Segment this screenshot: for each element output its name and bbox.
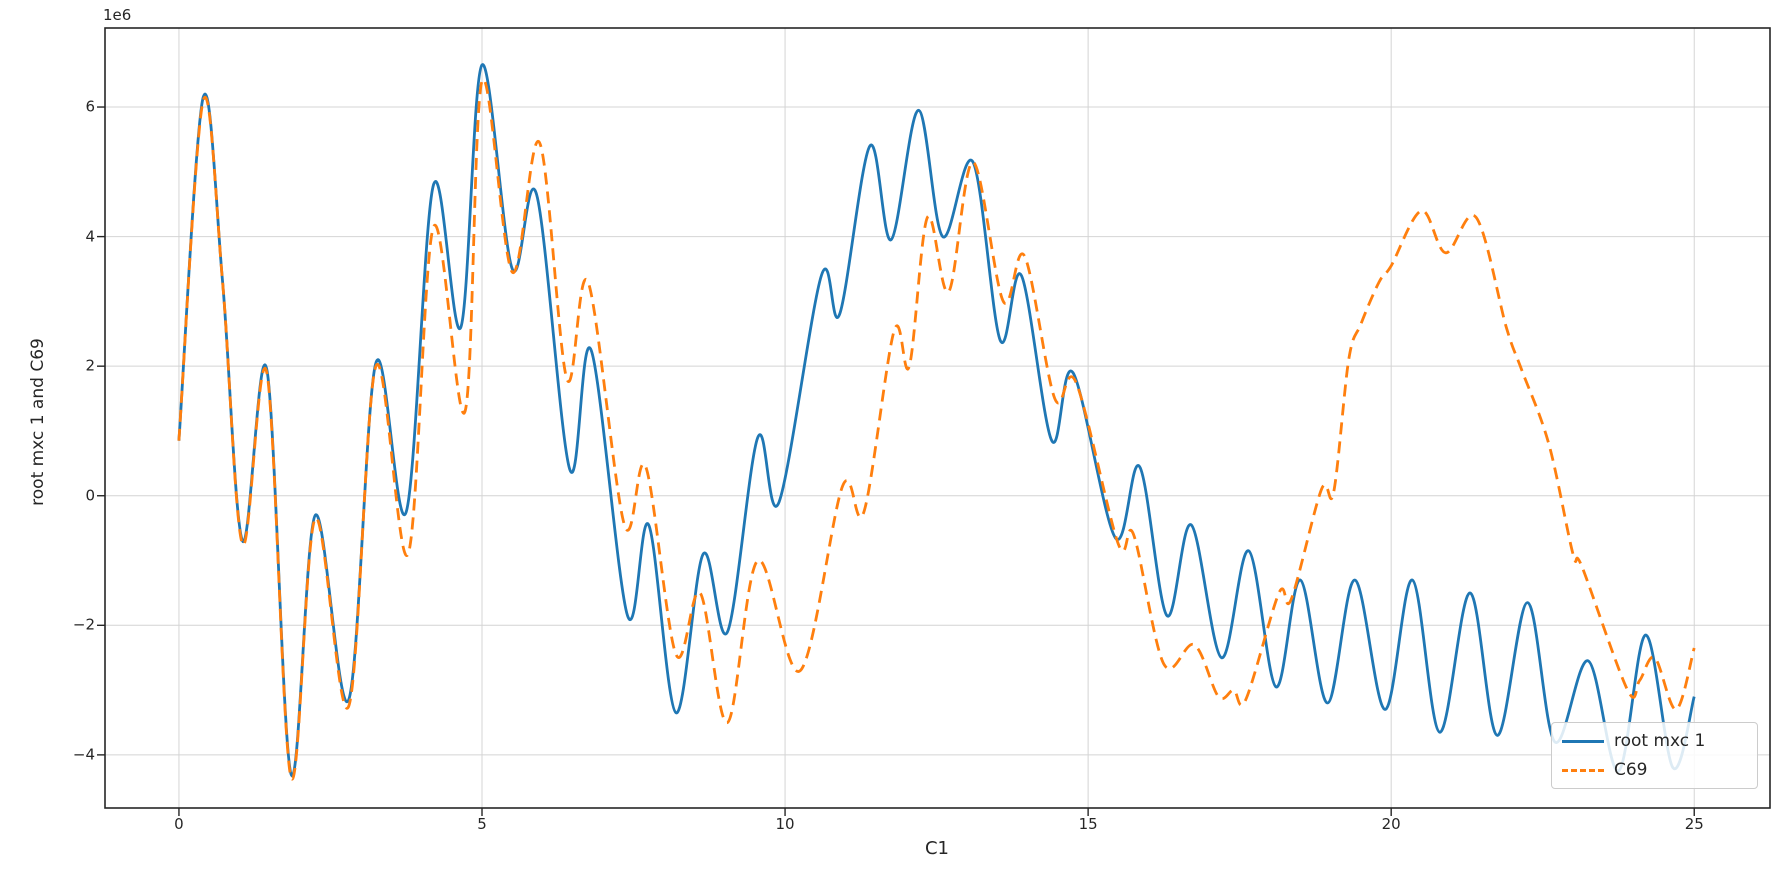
axes-spines xyxy=(104,27,1771,809)
y-axis-label: root mxc 1 and C69 xyxy=(28,338,48,506)
x-tick-label: 5 xyxy=(477,815,487,833)
y-tick-label: 2 xyxy=(85,356,95,375)
legend-label: C69 xyxy=(1614,760,1648,780)
y-axis-offset-label: 1e6 xyxy=(103,6,132,24)
legend-entry-root-mxc-1: root mxc 1 xyxy=(1562,731,1747,751)
legend-line-sample-dashed xyxy=(1562,768,1604,772)
x-tick-label: 15 xyxy=(1078,815,1098,833)
y-tick-label: −4 xyxy=(72,745,95,764)
x-axis-label: C1 xyxy=(924,838,950,859)
y-tick-label: 6 xyxy=(85,97,95,116)
x-tick-label: 25 xyxy=(1684,815,1704,833)
y-tick-label: 4 xyxy=(85,227,95,246)
legend-entry-c69: C69 xyxy=(1562,760,1747,780)
x-tick-label: 0 xyxy=(174,815,184,833)
x-tick-label: 20 xyxy=(1381,815,1401,833)
series-line-c69 xyxy=(177,77,1696,781)
series-line-root-mxc-1 xyxy=(177,63,1696,778)
legend-label: root mxc 1 xyxy=(1614,731,1706,751)
legend-line-sample-solid xyxy=(1562,739,1604,743)
x-tick-label: 10 xyxy=(775,815,795,833)
legend: root mxc 1 C69 xyxy=(1551,722,1758,789)
y-tick-label: 0 xyxy=(85,486,95,505)
y-tick-label: −2 xyxy=(72,615,95,634)
